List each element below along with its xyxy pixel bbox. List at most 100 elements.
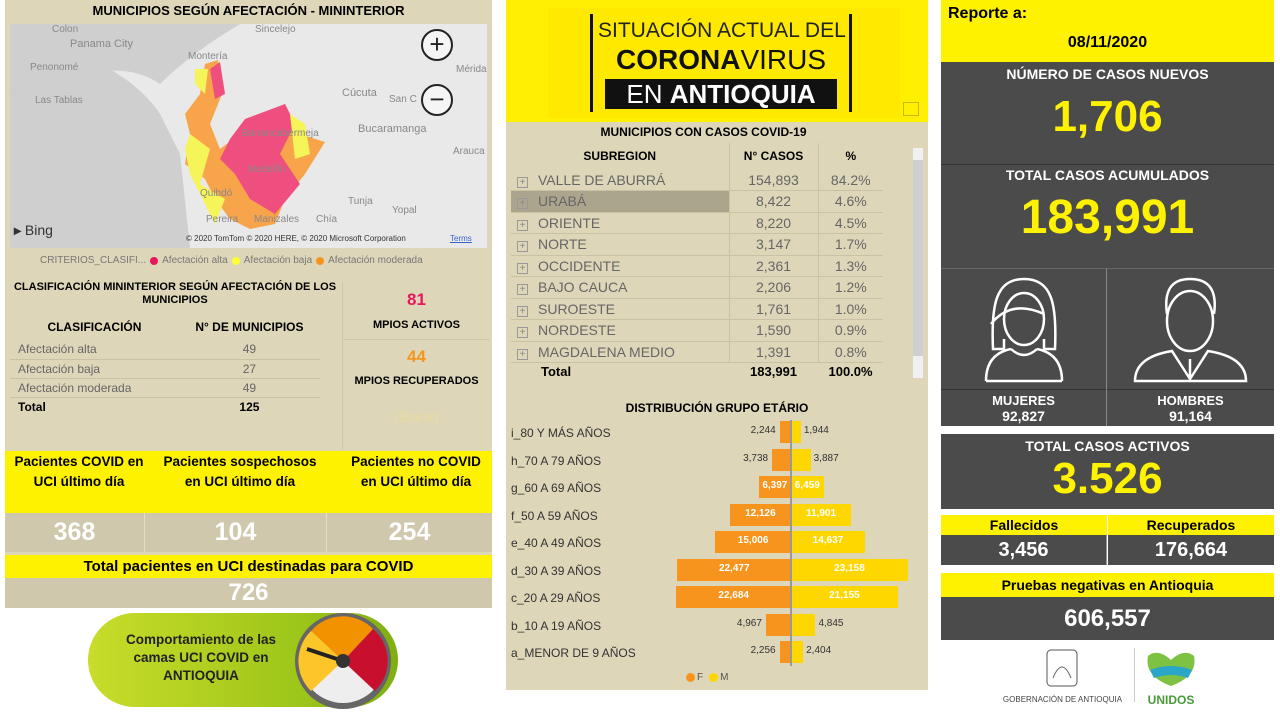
bar-female[interactable] xyxy=(779,421,791,443)
bar-female[interactable] xyxy=(765,613,791,636)
uci-total-value: 726 xyxy=(5,578,492,608)
table-row[interactable]: + OCCIDENTE 2,361 1.3% xyxy=(511,255,883,277)
city-label: Las Tablas xyxy=(35,95,83,106)
gobernacion-logo: GOBERNACIÓN DE ANTIOQUIA xyxy=(995,648,1130,706)
map[interactable]: Colon Panama City Penonomé Las Tablas Mo… xyxy=(10,24,487,248)
table-row[interactable]: + NORDESTE 1,590 0.9% xyxy=(511,319,883,342)
table-row[interactable]: + VALLE DE ABURRÁ 154,893 84.2% xyxy=(511,169,883,191)
city-label: Pereira xyxy=(206,214,239,225)
table-row[interactable]: + SUROESTE 1,761 1.0% xyxy=(511,298,883,320)
chart-legend: F M xyxy=(686,672,728,683)
expand-plus-icon[interactable]: + xyxy=(517,305,528,317)
expand-plus-icon[interactable]: + xyxy=(517,219,528,231)
expand-plus-icon[interactable]: + xyxy=(517,176,528,188)
column-header[interactable]: CLASIFICACIÓN xyxy=(47,320,142,334)
column-header[interactable]: N° DE MUNICIPIOS xyxy=(195,320,304,334)
bar-male[interactable] xyxy=(791,448,811,471)
table-row[interactable]: + URABÁ 8,422 4.6% xyxy=(511,190,883,213)
data-label: 3,738 xyxy=(743,452,769,464)
bar-male[interactable] xyxy=(791,421,801,443)
city-label: Panama City xyxy=(70,38,133,50)
table-row[interactable]: + MAGDALENA MEDIO 1,391 0.8% xyxy=(511,341,883,363)
scrollbar[interactable] xyxy=(913,148,923,378)
classification-table: CLASIFICACIÓN N° DE MUNICIPIOS Afectación… xyxy=(10,314,320,416)
column-header[interactable]: N° CASOS xyxy=(728,143,819,169)
city-label: Montería xyxy=(188,51,228,62)
category-label: c_20 A 29 AÑOS xyxy=(511,591,601,605)
classification-title: CLASIFICACIÓN MININTERIOR SEGÚN AFECTACI… xyxy=(13,281,337,306)
uci-header: Pacientes COVID en UCI último día Pacien… xyxy=(5,451,492,513)
men-label: HOMBRES xyxy=(1107,389,1274,408)
zoom-out-button[interactable]: − xyxy=(421,84,453,116)
report-label: Reporte a: xyxy=(948,5,1028,22)
data-label: 6,459 xyxy=(794,480,820,491)
bar-female[interactable] xyxy=(677,558,791,581)
data-label: 23,158 xyxy=(834,562,865,574)
women-value: 92,827 xyxy=(1002,408,1045,424)
bar-male[interactable] xyxy=(791,586,898,608)
uci-beds-button[interactable]: Comportamiento de las camas UCI COVID en… xyxy=(88,613,398,709)
city-label: Barrancabermeja xyxy=(242,128,319,139)
legend-item-f[interactable]: F xyxy=(697,672,704,683)
zoom-in-button[interactable]: + xyxy=(421,29,453,61)
city-label: Colon xyxy=(52,24,79,35)
data-label: 6,397 xyxy=(762,480,788,491)
legend-item[interactable]: Afectación baja xyxy=(243,255,313,266)
recovered-value: 176,664 xyxy=(1108,535,1274,565)
legend-item[interactable]: Afectación alta xyxy=(162,255,228,266)
men-card: HOMBRES 91,164 xyxy=(1107,268,1274,426)
expand-plus-icon[interactable]: + xyxy=(517,262,528,274)
data-label: 14,637 xyxy=(812,535,844,546)
expand-plus-icon[interactable]: + xyxy=(517,241,528,253)
report-header: Reporte a: 08/11/2020 xyxy=(941,0,1274,62)
bar-male[interactable] xyxy=(791,641,804,663)
table-row[interactable]: + ORIENTE 8,220 4.5% xyxy=(511,212,883,234)
bar-male[interactable] xyxy=(791,613,816,636)
city-label: Medellín xyxy=(248,164,286,175)
bar-female[interactable] xyxy=(772,448,791,471)
legend-title: CRITERIOS_CLASIFI... xyxy=(40,255,147,266)
table-row[interactable]: + NORTE 3,147 1.7% xyxy=(511,233,883,256)
category-label: f_50 A 59 AÑOS xyxy=(511,508,598,523)
bar-male[interactable] xyxy=(791,476,824,498)
bar-male[interactable] xyxy=(791,558,908,581)
recovered-label: Recuperados xyxy=(1108,515,1274,535)
data-label: 4,967 xyxy=(736,617,762,629)
column-header[interactable]: % xyxy=(817,143,883,169)
data-label: 2,244 xyxy=(750,425,776,436)
bar-female[interactable] xyxy=(715,531,791,553)
table-row[interactable]: + BAJO CAUCA 2,206 1.2% xyxy=(511,276,883,299)
data-label: 11,901 xyxy=(806,507,837,519)
uci-beds-label: Comportamiento de las camas UCI COVID en… xyxy=(125,632,277,683)
expand-plus-icon[interactable]: + xyxy=(517,348,528,360)
expand-plus-icon[interactable]: + xyxy=(517,327,528,339)
women-card: MUJERES 92,827 xyxy=(941,268,1107,426)
category-label: g_60 A 69 AÑOS xyxy=(511,481,602,495)
chart-title: DISTRIBUCIÓN GRUPO ETÁRIO xyxy=(625,401,809,415)
banner-line1: SITUACIÓN ACTUAL DEL xyxy=(598,19,846,42)
terms-link[interactable]: Terms xyxy=(450,234,472,243)
mpios-recuperados-value: 44 xyxy=(407,347,426,366)
city-label: Arauca xyxy=(453,146,485,157)
legend-item-m[interactable]: M xyxy=(720,672,729,683)
table-row: Afectación baja 27 xyxy=(10,359,320,379)
expand-plus-icon[interactable]: + xyxy=(517,198,528,210)
column-header[interactable]: SUBREGION xyxy=(583,149,657,163)
bar-female[interactable] xyxy=(676,586,791,608)
bar-female[interactable] xyxy=(729,503,791,526)
negative-tests-value: 606,557 xyxy=(941,597,1274,640)
bar-male[interactable] xyxy=(791,503,852,526)
expand-icon[interactable] xyxy=(903,102,919,116)
total-row: Total 125 xyxy=(18,399,260,414)
bar-male[interactable] xyxy=(791,531,865,553)
new-cases-value: 1,706 xyxy=(1052,92,1163,141)
city-label: Cúcuta xyxy=(342,87,377,99)
man-icon xyxy=(1133,277,1248,383)
city-label: Sincelejo xyxy=(255,24,296,35)
bar-female[interactable] xyxy=(758,476,791,498)
category-label: e_40 A 49 AÑOS xyxy=(511,536,602,550)
legend-item[interactable]: Afectación moderada xyxy=(328,255,423,266)
bar-female[interactable] xyxy=(779,641,791,663)
active-label: TOTAL CASOS ACTIVOS xyxy=(1025,438,1190,454)
expand-plus-icon[interactable]: + xyxy=(517,284,528,296)
